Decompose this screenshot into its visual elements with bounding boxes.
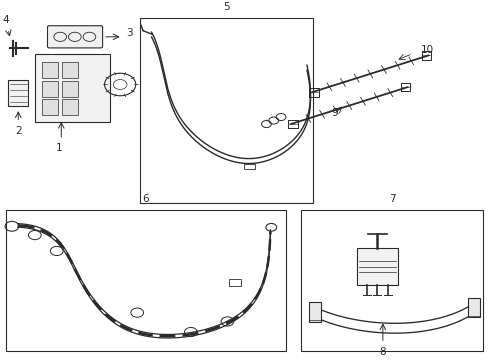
Bar [62, 81, 78, 96]
Text: 1: 1 [56, 143, 62, 153]
Bar [62, 99, 78, 115]
Bar [300, 210, 483, 351]
Bar [356, 248, 397, 285]
Bar [8, 80, 28, 107]
Bar [308, 302, 321, 321]
Text: 4: 4 [2, 15, 9, 25]
Bar [42, 99, 58, 115]
Text: 7: 7 [388, 194, 394, 204]
Text: 2: 2 [15, 126, 21, 136]
Bar [243, 163, 255, 169]
Text: 6: 6 [142, 194, 149, 204]
Text: 10: 10 [420, 45, 433, 55]
Bar [42, 62, 58, 78]
Bar [228, 279, 240, 286]
Text: 5: 5 [223, 2, 229, 12]
Text: 9: 9 [331, 108, 337, 118]
Text: 8: 8 [379, 347, 386, 357]
Bar [42, 81, 58, 96]
Bar [5, 210, 285, 351]
FancyBboxPatch shape [47, 26, 102, 48]
Bar [35, 54, 110, 122]
Bar [140, 18, 312, 203]
Bar [467, 298, 479, 318]
Bar [62, 62, 78, 78]
Text: 3: 3 [126, 28, 132, 38]
